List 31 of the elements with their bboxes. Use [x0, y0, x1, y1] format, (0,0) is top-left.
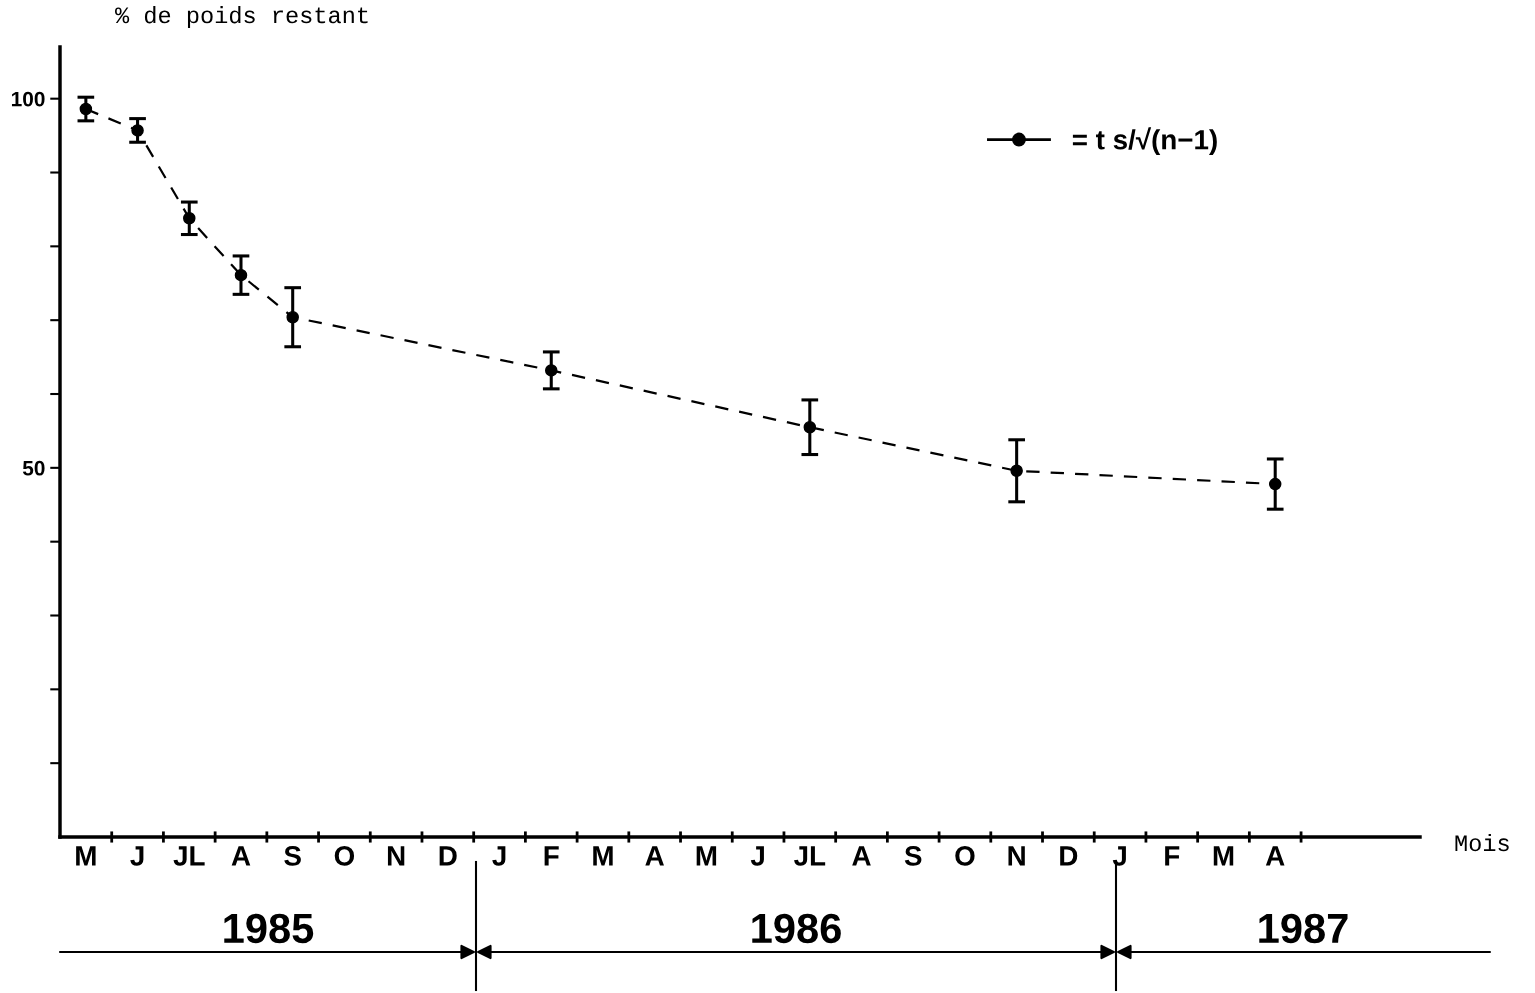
text: 1985 [224, 913, 314, 944]
x-tick-label: A [852, 846, 871, 866]
y-axis-title: % de poids restant [115, 6, 368, 29]
x-tick-label: JL [173, 846, 205, 866]
x-tick-label: S [284, 846, 301, 866]
x-tick-label: F [1165, 846, 1180, 866]
x-tick-label: J [130, 846, 144, 866]
y-tick-label: 50 [22, 460, 45, 476]
x-tick-label: JL [794, 846, 826, 866]
x-tick-label: A [645, 846, 664, 866]
x-tick-label: O [955, 846, 975, 866]
x-tick-label: D [1060, 846, 1078, 866]
x-tick-label: N [387, 846, 405, 866]
y-tick-label: 100 [11, 91, 45, 107]
text: 1986 [752, 913, 841, 944]
text: Mois [1455, 833, 1509, 852]
legend-label: = t s/√(n−1) [1072, 127, 1217, 156]
x-tick-label: O [334, 846, 355, 866]
x-tick-label: M [1213, 846, 1234, 866]
x-tick-label: M [76, 846, 96, 866]
x-tick-label: J [750, 846, 764, 866]
x-tick-label: S [904, 846, 922, 866]
x-tick-label: A [1265, 846, 1285, 866]
x-tick-label: A [231, 846, 251, 866]
x-tick-label: J [492, 846, 506, 866]
x-tick-label: F [544, 846, 559, 866]
x-tick-label: D [439, 846, 457, 866]
x-tick-label: M [593, 846, 613, 866]
text: 1987 [1259, 913, 1348, 944]
x-tick-label: N [1008, 846, 1025, 866]
x-tick-label: M [696, 846, 717, 866]
